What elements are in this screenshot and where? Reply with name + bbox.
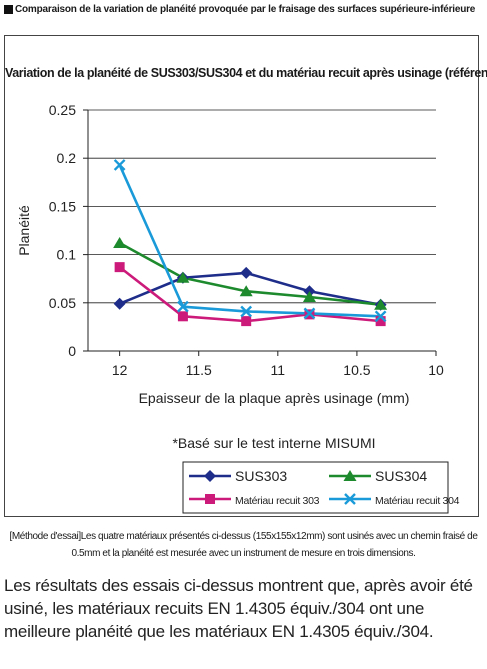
data-point-series-3 bbox=[241, 316, 252, 327]
x-tick-label: 11.5 bbox=[186, 362, 212, 378]
chart-panel: Variation de la planéité de SUS303/SUS30… bbox=[4, 35, 487, 517]
data-point-series-2 bbox=[113, 237, 127, 249]
data-point-series-3 bbox=[114, 262, 125, 273]
data-point-series-4 bbox=[240, 305, 253, 318]
chart-title: Variation de la planéité de SUS303/SUS30… bbox=[5, 66, 487, 80]
y-tick-label: 0.05 bbox=[49, 295, 76, 311]
x-axis-label: Epaisseur de la plaque après usinage (mm… bbox=[139, 390, 410, 406]
legend-marker bbox=[204, 470, 216, 482]
legend-label: Matériau recuit 303 bbox=[235, 495, 320, 507]
legend-marker bbox=[343, 470, 357, 481]
header-title: Comparaison de la variation de planéité … bbox=[15, 3, 476, 15]
line-chart: 0 0.05 0.1 0.15 0.2 0.25 12 11.5 11 10.5 10 Epaisse… bbox=[16, 102, 460, 514]
legend-label: SUS304 bbox=[375, 468, 427, 484]
header-square-icon bbox=[4, 4, 13, 14]
y-tick-label: 0.25 bbox=[49, 102, 76, 118]
x-tick-label: 10.5 bbox=[343, 362, 370, 378]
x-tick-label: 12 bbox=[112, 362, 128, 378]
data-point-series-2 bbox=[239, 285, 253, 297]
y-tick-label: 0.15 bbox=[49, 198, 76, 214]
legend-box bbox=[182, 461, 449, 514]
test-method-note: [Méthode d'essai]Les quatre matériaux pr… bbox=[4, 528, 483, 562]
section-header: Comparaison de la variation de planéité … bbox=[4, 2, 475, 16]
legend-marker bbox=[344, 493, 356, 505]
data-point-series-3 bbox=[375, 316, 386, 327]
method-line-2: 0.5mm et la planéité est mesurée avec un… bbox=[71, 548, 416, 559]
results-summary: Les résultats des essais ci-dessus montr… bbox=[4, 576, 473, 641]
data-point-series-4 bbox=[374, 310, 387, 323]
data-point-series-2 bbox=[374, 298, 388, 310]
y-tick-label: 0 bbox=[68, 343, 76, 359]
x-tick-label: 11 bbox=[271, 362, 286, 378]
legend-label: Matériau recuit 304 bbox=[375, 495, 460, 507]
method-line-1: [Méthode d'essai]Les quatre matériaux pr… bbox=[9, 531, 478, 542]
data-point-series-4 bbox=[113, 159, 126, 171]
y-tick-label: 0.2 bbox=[57, 150, 77, 166]
data-point-series-3 bbox=[177, 311, 188, 322]
y-axis-label: Planéité bbox=[16, 205, 32, 256]
data-point-series-2 bbox=[176, 271, 190, 283]
legend-marker bbox=[205, 494, 215, 504]
data-point-series-4 bbox=[177, 300, 189, 313]
x-tick-label: 10 bbox=[428, 362, 444, 378]
y-tick-label: 0.1 bbox=[57, 247, 77, 263]
data-point-series-2 bbox=[302, 291, 316, 303]
data-point-series-1 bbox=[240, 266, 253, 279]
legend-label: SUS303 bbox=[235, 468, 287, 484]
source-note: *Basé sur le test interne MISUMI bbox=[172, 435, 375, 451]
data-point-series-1 bbox=[113, 297, 126, 310]
data-point-series-4 bbox=[303, 307, 316, 320]
